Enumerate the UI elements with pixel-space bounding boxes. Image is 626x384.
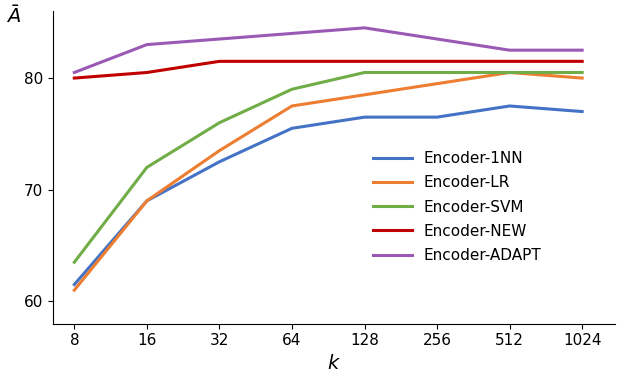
Encoder-LR xyxy=(71,288,78,293)
Encoder-LR xyxy=(216,148,223,153)
Encoder-LR xyxy=(361,93,368,97)
Encoder-ADAPT xyxy=(506,48,513,53)
Encoder-LR xyxy=(433,81,441,86)
Encoder-NEW xyxy=(578,59,586,64)
Encoder-1NN xyxy=(361,115,368,119)
Encoder-LR xyxy=(288,104,295,108)
Encoder-1NN xyxy=(288,126,295,131)
Encoder-1NN xyxy=(143,199,151,203)
Encoder-1NN xyxy=(506,104,513,108)
Encoder-LR xyxy=(143,199,151,203)
Encoder-NEW xyxy=(433,59,441,64)
Encoder-SVM xyxy=(361,70,368,75)
Encoder-SVM xyxy=(216,121,223,125)
Encoder-ADAPT xyxy=(361,26,368,30)
Encoder-LR xyxy=(578,76,586,80)
Encoder-SVM xyxy=(433,70,441,75)
Y-axis label: $\bar{A}$: $\bar{A}$ xyxy=(6,5,21,27)
Line: Encoder-ADAPT: Encoder-ADAPT xyxy=(74,28,582,73)
Encoder-NEW xyxy=(216,59,223,64)
Encoder-LR xyxy=(506,70,513,75)
Line: Encoder-SVM: Encoder-SVM xyxy=(74,73,582,262)
Encoder-SVM xyxy=(506,70,513,75)
Encoder-ADAPT xyxy=(288,31,295,36)
Encoder-1NN xyxy=(216,159,223,164)
Line: Encoder-NEW: Encoder-NEW xyxy=(74,61,582,78)
Encoder-ADAPT xyxy=(578,48,586,53)
Encoder-SVM xyxy=(288,87,295,91)
Line: Encoder-LR: Encoder-LR xyxy=(74,73,582,290)
Encoder-ADAPT xyxy=(216,37,223,41)
Encoder-ADAPT xyxy=(71,70,78,75)
Legend: Encoder-1NN, Encoder-LR, Encoder-SVM, Encoder-NEW, Encoder-ADAPT: Encoder-1NN, Encoder-LR, Encoder-SVM, En… xyxy=(367,145,548,269)
Line: Encoder-1NN: Encoder-1NN xyxy=(74,106,582,285)
X-axis label: $k$: $k$ xyxy=(327,354,341,373)
Encoder-SVM xyxy=(578,70,586,75)
Encoder-NEW xyxy=(71,76,78,80)
Encoder-NEW xyxy=(506,59,513,64)
Encoder-1NN xyxy=(71,282,78,287)
Encoder-NEW xyxy=(143,70,151,75)
Encoder-ADAPT xyxy=(143,42,151,47)
Encoder-SVM xyxy=(143,165,151,170)
Encoder-1NN xyxy=(433,115,441,119)
Encoder-1NN xyxy=(578,109,586,114)
Encoder-NEW xyxy=(361,59,368,64)
Encoder-ADAPT xyxy=(433,37,441,41)
Encoder-NEW xyxy=(288,59,295,64)
Encoder-SVM xyxy=(71,260,78,265)
